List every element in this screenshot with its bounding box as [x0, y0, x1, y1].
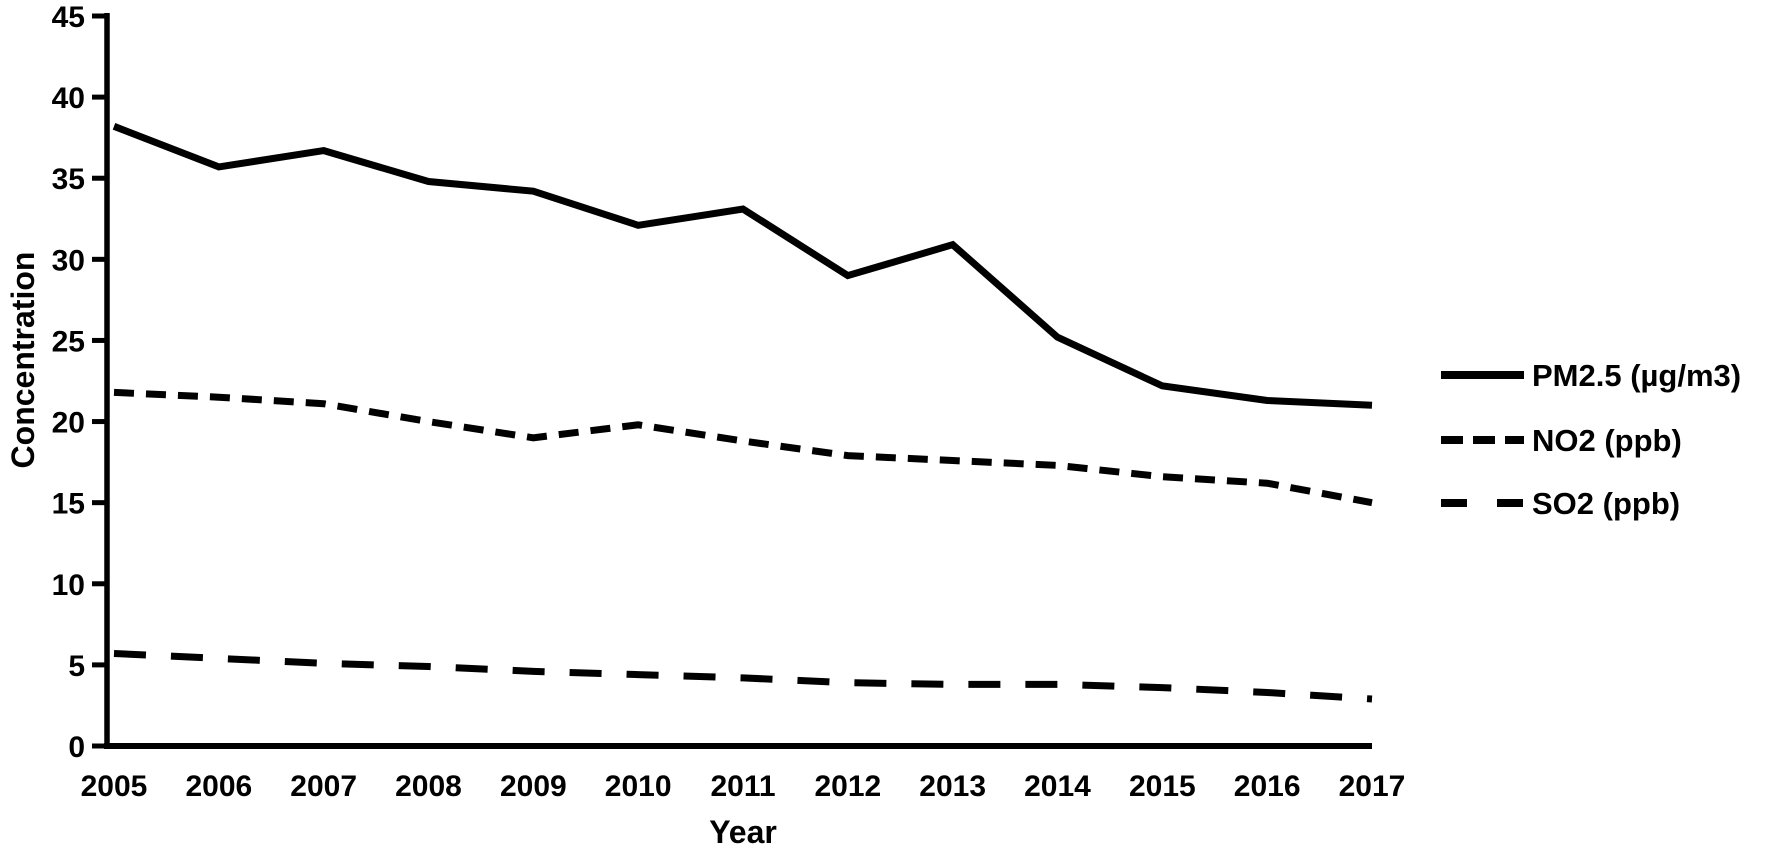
y-tick-label: 5	[68, 650, 85, 683]
legend-label: NO2 (ppb)	[1532, 423, 1682, 458]
x-tick-label: 2007	[290, 770, 357, 803]
y-tick-label: 0	[68, 731, 85, 764]
x-axis-title: Year	[709, 814, 777, 850]
y-axis-title: Concentration	[5, 252, 41, 469]
x-tick-label: 2011	[710, 770, 775, 803]
legend-label: SO2 (ppb)	[1532, 486, 1680, 521]
x-tick-label: 2006	[185, 770, 252, 803]
y-tick-label: 15	[52, 488, 85, 521]
y-tick-label: 25	[52, 325, 85, 358]
axes-layer: 0 5 10 15 20 25 30 35 40 45 2005 2006 2007 2008 2009 20…	[52, 1, 1406, 803]
x-tick-label: 2013	[919, 770, 986, 803]
series-line-long-dash	[113, 650, 1373, 703]
x-tick-label: 2015	[1129, 770, 1196, 803]
x-tick-label: 2012	[814, 770, 881, 803]
x-tick-label: 2014	[1024, 770, 1091, 803]
series-layer	[112, 123, 1373, 703]
y-tick-label: 30	[52, 244, 85, 277]
x-tick-label: 2008	[395, 770, 462, 803]
y-tick-label: 40	[52, 82, 85, 115]
legend-label: PM2.5 (µg/m3)	[1532, 358, 1741, 393]
y-tick-label: 20	[52, 407, 85, 440]
y-tick-label: 10	[52, 569, 85, 602]
x-tick-label: 2005	[81, 770, 148, 803]
legend-item: PM2.5 (µg/m3)	[1441, 358, 1741, 393]
y-tick-label: 45	[52, 1, 85, 34]
legend-layer: PM2.5 (µg/m3) NO2 (ppb) SO2 (ppb)	[1441, 358, 1741, 521]
y-tick-label: 35	[52, 163, 85, 196]
series-line-short-dash	[113, 388, 1373, 507]
x-tick-label: 2016	[1234, 770, 1301, 803]
x-tick-label: 2010	[605, 770, 672, 803]
legend-item: SO2 (ppb)	[1441, 486, 1680, 521]
x-tick-label: 2009	[500, 770, 567, 803]
x-tick-label: 2017	[1339, 770, 1406, 803]
legend-item: NO2 (ppb)	[1441, 423, 1682, 458]
series-line-solid	[112, 123, 1373, 409]
